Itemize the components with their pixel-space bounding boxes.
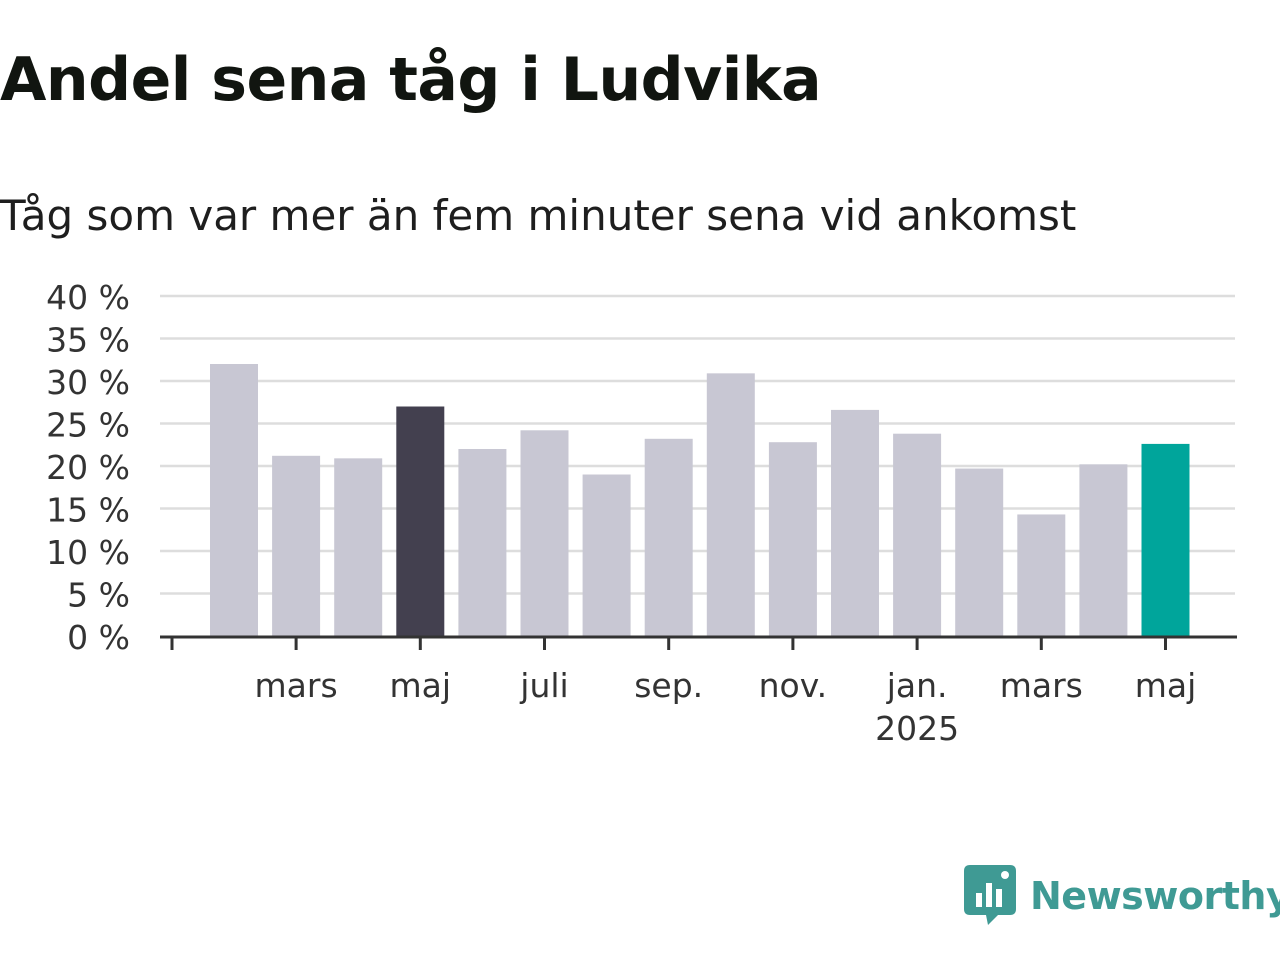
bar bbox=[520, 430, 569, 636]
bars bbox=[210, 364, 1190, 636]
y-tick-label: 20 % bbox=[46, 448, 130, 487]
bar bbox=[955, 468, 1004, 636]
brand-logo: Newsworthy bbox=[964, 865, 1280, 927]
bar bbox=[210, 364, 258, 636]
bar bbox=[272, 455, 321, 636]
x-tick-label: maj bbox=[390, 666, 452, 705]
x-axis bbox=[160, 635, 1237, 650]
y-tick-label: 30 % bbox=[46, 363, 130, 402]
x-tick-label: nov. bbox=[759, 666, 828, 705]
grid-lines bbox=[160, 294, 1235, 595]
x-tick-label: sep. bbox=[634, 666, 703, 705]
bar bbox=[1079, 464, 1128, 636]
bar bbox=[893, 433, 942, 636]
y-axis-tick-labels: 0 %5 % 10 %15 % 20 %25 % 30 %35 % 40 % bbox=[46, 278, 130, 657]
x-tick-year-label: 2025 bbox=[875, 709, 959, 748]
y-tick-label: 15 % bbox=[46, 491, 130, 530]
chart-title: Andel sena tåg i Ludvika bbox=[0, 45, 822, 115]
bar bbox=[1141, 443, 1190, 636]
brand-name: Newsworthy bbox=[1030, 874, 1280, 918]
y-tick-label: 35 % bbox=[46, 321, 130, 360]
bar bbox=[768, 442, 817, 636]
bar bbox=[458, 449, 507, 636]
y-tick-label: 0 % bbox=[67, 618, 130, 657]
y-tick-label: 25 % bbox=[46, 406, 130, 445]
bar bbox=[1017, 514, 1066, 636]
newsworthy-logo-icon bbox=[964, 865, 1016, 925]
bar bbox=[831, 409, 879, 636]
bar bbox=[644, 438, 693, 636]
x-tick-label: mars bbox=[1000, 666, 1083, 705]
x-tick-label: maj bbox=[1135, 666, 1197, 705]
bar-chart: 0 %5 %10 %15 %20 %25 %30 %35 %40 % mars m… bbox=[46, 278, 1237, 748]
y-tick-label: 40 % bbox=[46, 278, 130, 317]
x-tick-label: juli bbox=[519, 666, 568, 705]
y-tick-label: 5 % bbox=[67, 576, 130, 615]
x-tick-label: jan. bbox=[886, 666, 948, 705]
y-tick-label: 10 % bbox=[46, 533, 130, 572]
bar bbox=[396, 406, 445, 636]
bar bbox=[334, 458, 383, 636]
chart-subtitle: Tåg som var mer än fem minuter sena vid … bbox=[0, 191, 1077, 240]
x-tick-label: mars bbox=[255, 666, 338, 705]
x-axis-tick-labels: mars maj juli sep. nov. jan. 2025 mars maj bbox=[255, 666, 1197, 748]
bar bbox=[706, 373, 755, 636]
bar bbox=[582, 474, 631, 636]
